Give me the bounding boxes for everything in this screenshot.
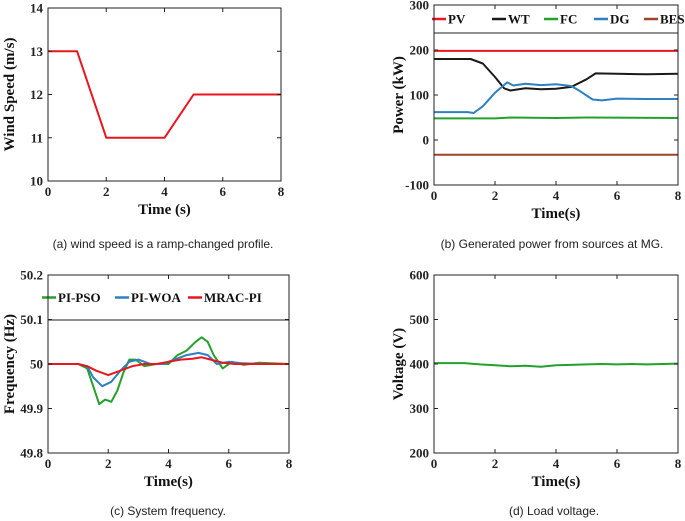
chart-panel-d: 0 2 4 6 8 200 300 400 500 600 Time(s) Voltage (V) (d… xyxy=(391,268,682,519)
x-tick-label: 2 xyxy=(103,184,110,199)
y-tick-label: 49.8 xyxy=(20,446,43,461)
y-tick-label: 500 xyxy=(410,312,430,327)
x-tick-label: 8 xyxy=(675,456,682,471)
y-tick-label: 200 xyxy=(410,43,430,58)
x-tick-label: 2 xyxy=(492,456,499,471)
x-tick-label: 6 xyxy=(226,456,233,471)
y-tick-label: 300 xyxy=(410,401,430,416)
y-axis-label: Voltage (V) xyxy=(391,328,407,400)
x-axis-label: Time(s) xyxy=(532,474,581,490)
x-tick-label: 2 xyxy=(492,188,499,203)
x-tick-label: 6 xyxy=(614,188,621,203)
panel-caption: (a) wind speed is a ramp-changed profile… xyxy=(53,237,274,251)
x-tick-label: 0 xyxy=(45,456,52,471)
panel-caption: (b) Generated power from sources at MG. xyxy=(441,237,664,251)
x-tick-label: 6 xyxy=(614,456,621,471)
legend-label-dg: DG xyxy=(610,12,630,27)
legend-box xyxy=(48,275,289,320)
y-tick-label: 600 xyxy=(410,268,430,283)
y-tick-label: 100 xyxy=(410,88,430,103)
y-tick-label: 50.1 xyxy=(20,312,43,327)
legend-label-wt: WT xyxy=(508,12,530,27)
legend-label-pi-woa: PI-WOA xyxy=(131,290,181,305)
x-tick-label: 4 xyxy=(553,456,560,471)
chart-panel-b: PVWTFCDGBESS02468-1000100200300Time(s)Po… xyxy=(391,0,685,251)
series-line-mrac-pi xyxy=(48,356,289,377)
series-line-dg xyxy=(434,81,678,114)
series-line-pi-woa xyxy=(48,351,289,388)
x-tick-label: 6 xyxy=(220,184,227,199)
y-tick-label: 400 xyxy=(410,357,430,372)
legend-label-pv: PV xyxy=(448,12,466,27)
y-tick-label: 50 xyxy=(30,357,43,372)
y-tick-label: -100 xyxy=(405,178,429,193)
y-tick-label: 300 xyxy=(410,0,430,13)
y-tick-label: 12 xyxy=(30,87,43,102)
x-axis-label: Time(s) xyxy=(144,474,193,490)
x-tick-label: 0 xyxy=(431,188,438,203)
series-line-pi-pso xyxy=(48,336,289,406)
panel-caption: (d) Load voltage. xyxy=(509,504,599,518)
y-tick-label: 0 xyxy=(423,133,430,148)
legend-label-bess: BESS xyxy=(660,12,685,27)
y-tick-label: 14 xyxy=(30,1,44,16)
x-tick-label: 8 xyxy=(278,184,285,199)
legend-label-fc: FC xyxy=(560,12,577,27)
x-tick-label: 0 xyxy=(431,456,438,471)
legend-label-mrac-pi: MRAC-PI xyxy=(204,290,262,305)
y-tick-label: 13 xyxy=(30,44,44,59)
chart-panel-a: 0 2 4 6 8 10 11 12 13 14 Time (s) Wind Speed (m/s) (… xyxy=(2,1,285,252)
x-axis-label: Time(s) xyxy=(532,206,581,222)
y-axis-label: Power (kW) xyxy=(391,56,407,134)
x-tick-label: 8 xyxy=(675,188,682,203)
x-tick-label: 2 xyxy=(105,456,112,471)
x-tick-label: 4 xyxy=(553,188,560,203)
y-tick-label: 11 xyxy=(31,130,43,145)
y-tick-label: 49.9 xyxy=(20,401,43,416)
y-tick-label: 200 xyxy=(410,446,430,461)
x-tick-label: 0 xyxy=(45,184,52,199)
x-tick-label: 8 xyxy=(286,456,293,471)
y-axis-label: Wind Speed (m/s) xyxy=(2,38,18,152)
y-axis-label: Frequency (Hz) xyxy=(2,314,18,414)
series-line-wt xyxy=(434,58,678,92)
legend-label-pi-pso: PI-PSO xyxy=(58,290,101,305)
series-line-wind-speed xyxy=(48,50,281,139)
x-axis-label: Time (s) xyxy=(138,202,191,218)
y-tick-label: 10 xyxy=(30,174,43,189)
y-tick-label: 50.2 xyxy=(20,268,43,283)
chart-panel-c: PI-PSO PI-WOA MRAC-PI 0 2 4 6 8 49.8 49.9 50 50.1 50… xyxy=(2,268,293,519)
x-tick-label: 4 xyxy=(161,184,168,199)
series-line-fc xyxy=(434,116,678,120)
series-line-load-voltage xyxy=(434,362,678,368)
x-tick-label: 4 xyxy=(165,456,172,471)
panel-caption: (c) System frequency. xyxy=(110,504,226,518)
